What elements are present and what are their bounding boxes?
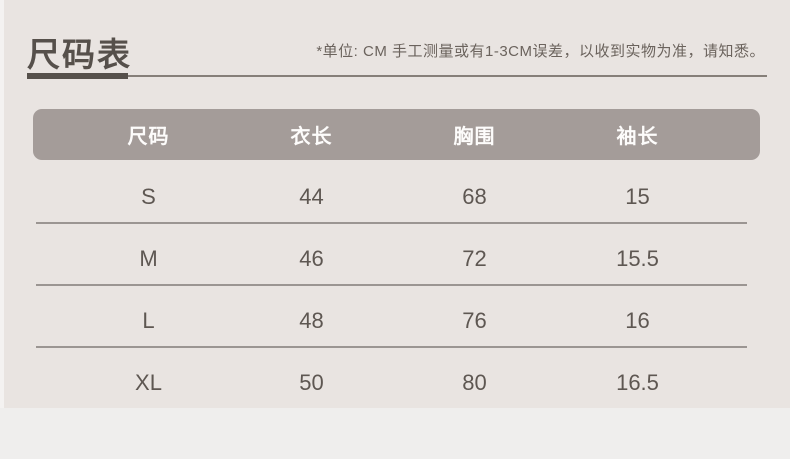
cell-length: 44 — [299, 183, 324, 209]
header-cell-length: 衣长 — [290, 126, 333, 148]
cell-sleeve: 16 — [625, 307, 650, 333]
unit-note: *单位: CM 手工测量或有1-3CM误差，以收到实物为准，请知悉。 — [316, 43, 765, 60]
table-row-s: S 44 68 15 — [33, 161, 760, 223]
cell-size: XL — [135, 369, 162, 395]
row-divider — [36, 346, 747, 348]
cell-chest: 80 — [462, 369, 487, 395]
panel-background — [0, 0, 790, 408]
size-table-header: 尺码 衣长 胸围 袖长 — [33, 109, 760, 160]
cell-size: S — [141, 183, 156, 209]
cell-length: 50 — [299, 369, 324, 395]
table-row-m: M 46 72 15.5 — [33, 223, 760, 285]
header-divider-line — [27, 75, 767, 77]
cell-length: 46 — [299, 245, 324, 271]
cell-chest: 72 — [462, 245, 487, 271]
row-divider — [36, 284, 747, 286]
row-divider — [36, 222, 747, 224]
cell-size: L — [142, 307, 155, 333]
cell-sleeve: 15 — [625, 183, 650, 209]
cell-sleeve: 16.5 — [616, 369, 659, 395]
page-title: 尺码表 — [27, 36, 132, 73]
header-cell-sleeve: 袖长 — [616, 126, 659, 148]
cell-chest: 68 — [462, 183, 487, 209]
table-row-l: L 48 76 16 — [33, 285, 760, 347]
title-underline — [27, 73, 128, 79]
cell-size: M — [139, 245, 158, 271]
left-edge-strip — [0, 0, 4, 408]
table-row-xl: XL 50 80 16.5 — [33, 347, 760, 409]
cell-length: 48 — [299, 307, 324, 333]
cell-chest: 76 — [462, 307, 487, 333]
header-cell-chest: 胸围 — [453, 126, 496, 148]
cell-sleeve: 15.5 — [616, 245, 659, 271]
header-cell-size: 尺码 — [127, 126, 170, 148]
